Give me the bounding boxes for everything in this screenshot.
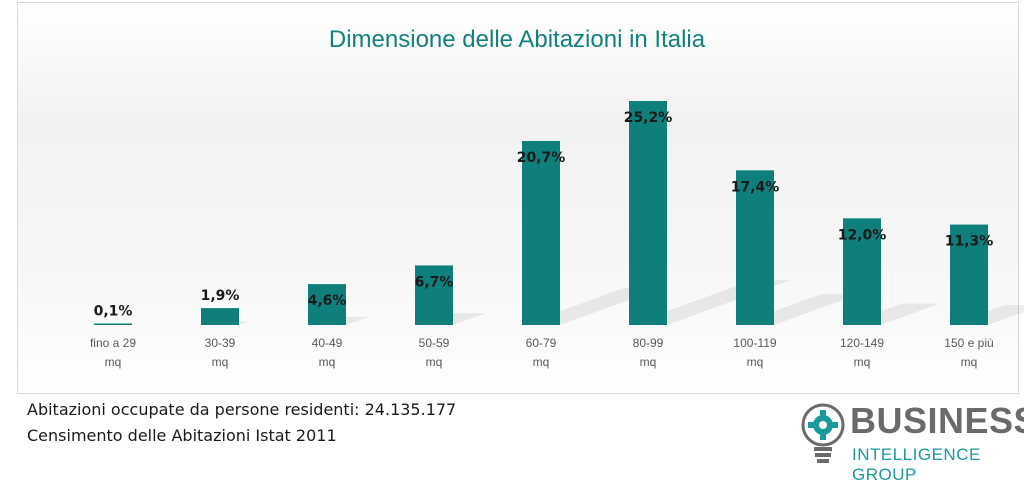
x-tick-label: mq xyxy=(854,355,871,369)
x-tick-label: fino a 29 xyxy=(90,336,136,350)
x-tick-label: mq xyxy=(961,355,978,369)
x-tick-label: mq xyxy=(426,355,443,369)
x-tick-label: mq xyxy=(319,355,336,369)
x-tick-label: 40-49 xyxy=(312,336,343,350)
bar xyxy=(308,284,346,325)
data-label: 6,7% xyxy=(415,274,454,290)
bar xyxy=(950,224,988,325)
chart-area xyxy=(17,2,1019,394)
logo-wordmark-intelligence-group: INTELLIGENCE GROUP xyxy=(852,445,981,484)
data-label: 25,2% xyxy=(624,110,673,126)
bar xyxy=(415,265,453,325)
x-tick-label: 80-99 xyxy=(633,336,664,350)
x-tick-label: 30-39 xyxy=(205,336,236,350)
data-label: 4,6% xyxy=(308,293,347,309)
bar xyxy=(201,308,239,325)
data-label: 17,4% xyxy=(731,179,780,195)
chart-title: Dimensione delle Abitazioni in Italia xyxy=(328,26,706,53)
note-occupied-dwellings: Abitazioni occupate da persone residenti… xyxy=(27,400,457,419)
x-tick-label: 150 e più xyxy=(944,336,993,350)
data-label: 12,0% xyxy=(838,227,887,243)
data-label: 20,7% xyxy=(517,150,566,166)
bar xyxy=(843,218,881,325)
x-tick-label: mq xyxy=(747,355,764,369)
x-tick-label: mq xyxy=(533,355,550,369)
data-label: 1,9% xyxy=(201,288,240,304)
logo-wordmark-business: BUSINESS xyxy=(850,400,1024,441)
x-tick-label: mq xyxy=(640,355,657,369)
bar xyxy=(736,170,774,325)
x-tick-label: 60-79 xyxy=(526,336,557,350)
x-tick-label: mq xyxy=(105,355,122,369)
lightbulb-gear-icon xyxy=(801,403,845,463)
x-tick-label: 120-149 xyxy=(840,336,884,350)
data-label: 0,1% xyxy=(94,304,133,320)
bar xyxy=(94,323,132,325)
x-tick-label: mq xyxy=(212,355,229,369)
bar xyxy=(522,141,560,325)
bar xyxy=(629,101,667,325)
x-tick-label: 50-59 xyxy=(419,336,450,350)
x-tick-label: 100-119 xyxy=(733,336,776,350)
company-logo: BUSINESS INTELLIGENCE GROUP xyxy=(800,400,1024,484)
note-census-source: Censimento delle Abitazioni Istat 2011 xyxy=(27,426,337,445)
data-label: 11,3% xyxy=(945,234,994,250)
